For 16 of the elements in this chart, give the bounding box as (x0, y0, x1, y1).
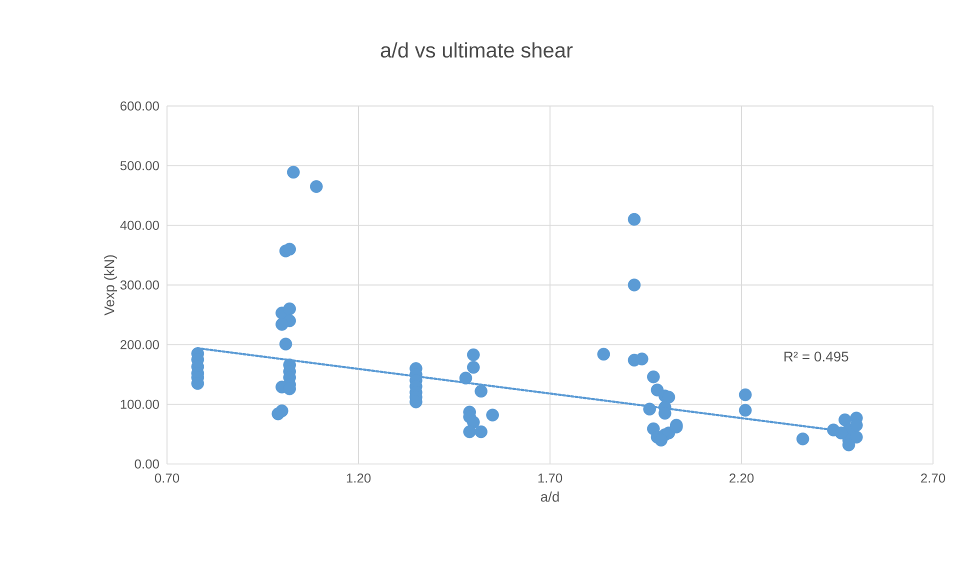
annotation: R² = 0.495 (784, 352, 848, 362)
y-tick-label: 100.00 (120, 400, 159, 409)
chart-title: a/d vs ultimate shear (380, 42, 573, 58)
y-axis-title: Vexp (kN) (104, 255, 118, 316)
x-tick-label: 0.70 (154, 474, 180, 483)
y-tick-label: 200.00 (120, 340, 159, 350)
x-tick-label: 1.70 (538, 474, 562, 483)
y-tick-label: 0.00 (134, 459, 159, 469)
x-tick-label: 2.20 (730, 474, 754, 483)
y-tick-label: 300.00 (120, 280, 159, 290)
x-tick-label: 2.70 (921, 474, 946, 483)
x-axis-title: a/d (540, 492, 559, 502)
y-tick-label: 500.00 (120, 161, 159, 170)
y-tick-label: 600.00 (120, 101, 159, 111)
y-tick-label: 400.00 (120, 220, 159, 230)
x-tick-label: 1.20 (346, 474, 371, 483)
